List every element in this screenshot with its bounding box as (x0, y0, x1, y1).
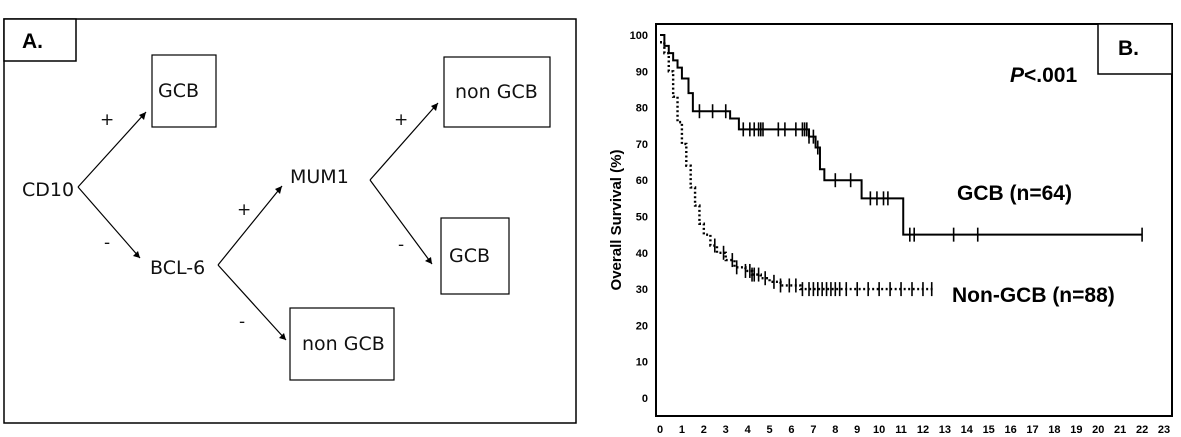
y-tick-label: 80 (636, 103, 648, 115)
x-tick-label: 8 (832, 424, 838, 436)
x-tick-label: 0 (657, 424, 663, 436)
x-tick-label: 13 (939, 424, 951, 436)
edge-sign-bcl6-pos: + (237, 200, 251, 220)
x-tick-labels: 0 1 2 3 4 5 6 7 8 9 10 11 12 13 14 15 16 17 18 19 20 21 22 23 (657, 424, 1170, 436)
x-tick-label: 21 (1114, 424, 1126, 436)
node-gcb-mid: GCB (449, 245, 490, 267)
x-tick-label: 18 (1048, 424, 1060, 436)
y-tick-label: 30 (636, 284, 648, 296)
node-non-gcb-top: non GCB (455, 81, 538, 103)
x-tick-label: 1 (679, 424, 685, 436)
node-bcl6: BCL-6 (150, 257, 205, 279)
p-value-rest: <.001 (1024, 64, 1077, 87)
y-tick-labels: 0 10 20 30 40 50 60 70 80 90 100 (630, 30, 648, 405)
x-tick-label: 3 (723, 424, 729, 436)
panel-a-label: A. (22, 30, 43, 53)
y-axis-label: Overall Survival (%) (608, 150, 625, 291)
node-mum1: MUM1 (290, 166, 349, 188)
x-tick-label: 16 (1004, 424, 1016, 436)
p-value: P<.001 (1010, 64, 1077, 87)
x-tick-label: 19 (1070, 424, 1082, 436)
edge-sign-mum1-pos: + (394, 110, 408, 130)
node-gcb-top: GCB (158, 80, 199, 102)
y-tick-label: 50 (636, 212, 648, 224)
y-tick-label: 40 (636, 248, 648, 260)
x-tick-label: 7 (810, 424, 816, 436)
x-tick-label: 9 (854, 424, 860, 436)
x-tick-label: 15 (983, 424, 995, 436)
x-tick-label: 2 (701, 424, 707, 436)
y-tick-label: 70 (636, 139, 648, 151)
edge-sign-bcl6-neg: - (239, 312, 245, 332)
panel-b-label: B. (1118, 37, 1139, 60)
plot-frame (656, 24, 1172, 416)
y-tick-label: 0 (642, 393, 648, 405)
x-tick-label: 14 (961, 424, 974, 436)
node-cd10: CD10 (22, 179, 74, 201)
series-label-non-gcb: Non-GCB (n=88) (952, 284, 1115, 307)
node-non-gcb-bottom: non GCB (302, 333, 385, 355)
p-value-italic: P (1010, 64, 1025, 87)
x-tick-label: 4 (745, 424, 752, 436)
x-tick-label: 23 (1158, 424, 1170, 436)
edge-sign-cd10-pos: + (100, 110, 114, 130)
x-tick-label: 20 (1092, 424, 1104, 436)
x-tick-label: 5 (767, 424, 773, 436)
y-tick-label: 90 (636, 66, 648, 78)
y-tick-label: 20 (636, 320, 648, 332)
x-tick-label: 6 (788, 424, 794, 436)
x-tick-label: 10 (873, 424, 885, 436)
y-tick-label: 100 (630, 30, 648, 42)
panel-b-survival-chart: B. P<.001 Overall Survival (%) 010203040… (608, 24, 1172, 436)
panel-a-flowchart: A. CD10 + - GCB BCL-6 + - MUM1 (4, 19, 576, 423)
y-tick-label: 60 (636, 175, 648, 187)
series-label-gcb: GCB (n=64) (957, 182, 1072, 205)
y-tick-label: 10 (636, 357, 648, 369)
x-tick-label: 22 (1136, 424, 1148, 436)
edge-sign-cd10-neg: - (104, 233, 110, 253)
edge-sign-mum1-neg: - (398, 235, 404, 255)
x-tick-label: 12 (917, 424, 929, 436)
series-line-non-gcb (660, 42, 934, 289)
x-tick-label: 11 (895, 424, 907, 436)
x-tick-label: 17 (1026, 424, 1038, 436)
